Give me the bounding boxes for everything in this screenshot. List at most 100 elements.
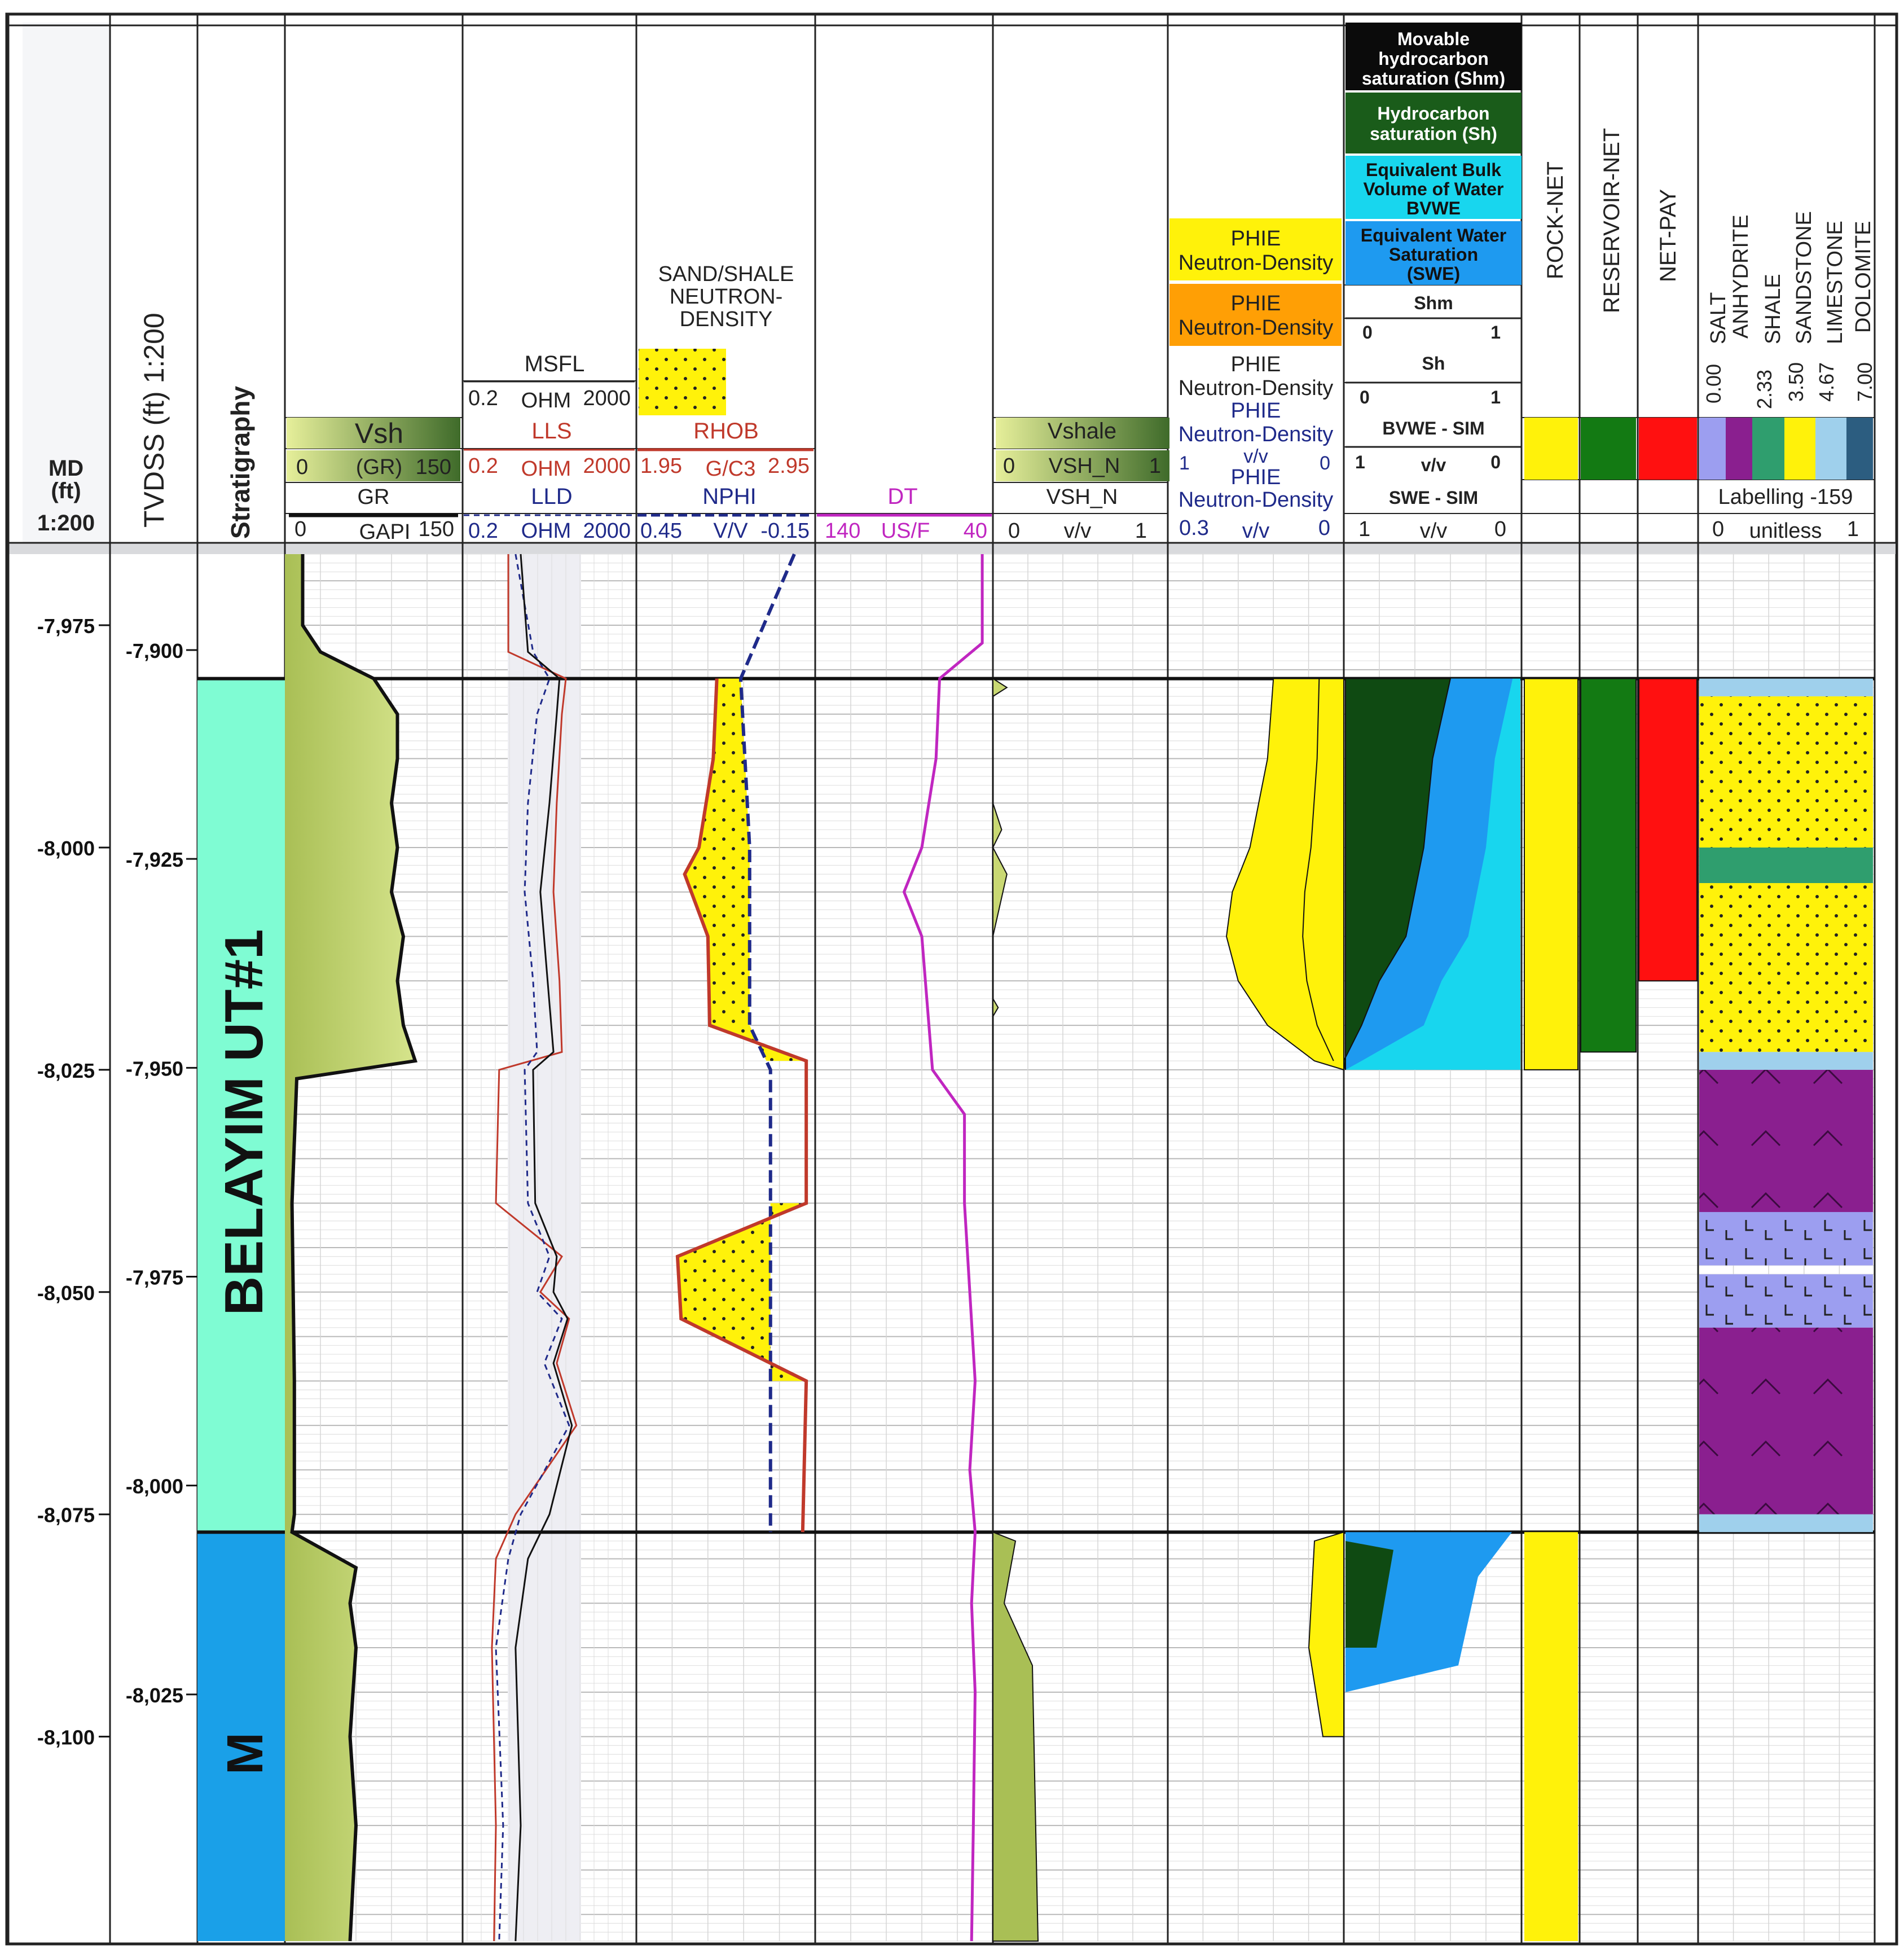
- log-data-layers: BELAYIM UT#1 M: [197, 553, 1875, 1942]
- zone-block: [197, 1532, 285, 1941]
- lld-scale-unit: OHM: [521, 519, 571, 543]
- swe-curve-name: SWE - SIM: [1389, 488, 1478, 508]
- md-tick-label: -8,100: [37, 1726, 95, 1749]
- vsh-n-curve: [992, 677, 1008, 1061]
- stratigraphy-header: Stratigraphy: [226, 386, 255, 539]
- md-header-line2: (ft): [51, 479, 81, 503]
- lith-swatch-sandstone: [1784, 418, 1815, 480]
- nd-legend-line1: SAND/SHALE: [658, 262, 794, 286]
- lld-scale-max: 2000: [583, 519, 631, 543]
- msfl-scale-min: 0.2: [468, 387, 498, 410]
- phie-blue-line1: PHIE: [1231, 399, 1281, 423]
- gr-area-scale-bg: [287, 450, 460, 481]
- rhob-scale-min: 1.95: [640, 454, 682, 478]
- header-divider-band: [8, 543, 1896, 554]
- phie-scale-min: 0.3: [1179, 516, 1209, 540]
- swe-scale-min: 1: [1358, 517, 1370, 541]
- lith-name-salt: SALT: [1707, 292, 1730, 344]
- dt-name: DT: [887, 484, 917, 509]
- lith-interval: [1699, 847, 1873, 883]
- rhob-name: RHOB: [693, 419, 759, 444]
- lith-code-0: 0.00: [1702, 364, 1725, 403]
- tvdss-tick-label: -7,900: [126, 639, 183, 662]
- zone-label: BELAYIM UT#1: [214, 929, 274, 1316]
- dt-scale-min: 140: [825, 519, 860, 543]
- dt-scale-unit: US/F: [881, 519, 930, 543]
- lith-code-2: 3.50: [1784, 362, 1808, 402]
- lith-swatch-dolomite: [1846, 418, 1873, 480]
- gr-scale-max: 150: [419, 517, 454, 541]
- bvwe-scale-max: 0: [1490, 452, 1501, 472]
- outer-border: [5, 12, 1898, 1946]
- shm-line1: Movable: [1397, 29, 1470, 49]
- phie-yellow-legend: [1169, 218, 1342, 280]
- lith-name-sandstone: SANDSTONE: [1792, 211, 1816, 344]
- gr-area-scale-unit: (GR): [356, 455, 402, 479]
- lith-name-dolomite: DOLOMITE: [1852, 221, 1875, 333]
- phie-blue-line2: Neutron-Density: [1179, 423, 1334, 446]
- sh-curve-name: Sh: [1422, 353, 1445, 374]
- reservoir-net-flag: [1580, 678, 1637, 1053]
- gr-area-scale-max: 150: [416, 455, 451, 479]
- gr-scale-unit: GAPI: [359, 520, 411, 544]
- nd-legend-line3: DENSITY: [680, 308, 773, 331]
- tvdss-header: TVDSS (ft) 1:200: [138, 313, 170, 528]
- vshale-scale-min: 0: [1008, 519, 1020, 543]
- shm-line2: hydrocarbon: [1378, 49, 1489, 69]
- phie-black-line1: PHIE: [1231, 353, 1281, 376]
- lith-swatch-shale: [1752, 418, 1784, 480]
- shm-line3: saturation (Shm): [1362, 68, 1505, 89]
- lls-curve: [491, 554, 578, 1942]
- shm-lower: [1345, 1540, 1393, 1648]
- gr-scale-min: 0: [294, 517, 306, 541]
- reservoir-net-swatch: [1581, 418, 1636, 480]
- swe-line3: (SWE): [1407, 264, 1460, 284]
- lith-name-shale: SHALE: [1761, 274, 1785, 344]
- dt-curve: [902, 554, 984, 1942]
- phie-scale-max: 0: [1318, 516, 1330, 540]
- rock-net-header: ROCK-NET: [1543, 161, 1568, 279]
- shm-curve-name: Shm: [1414, 293, 1453, 313]
- bvwe-scale-unit: v/v: [1421, 455, 1446, 475]
- lith-code-4: 7.00: [1853, 362, 1876, 402]
- tvdss-tick-label: -7,950: [126, 1057, 183, 1080]
- vshale-area-min: 0: [1003, 454, 1015, 478]
- sand-fill-swatch: [639, 349, 726, 415]
- msfl-name: MSFL: [525, 352, 585, 376]
- sh-scale-max: 1: [1490, 387, 1501, 407]
- tvdss-tick-label: -7,975: [126, 1266, 183, 1289]
- swe-line1: Equivalent Water: [1361, 225, 1506, 245]
- md-header-line3: 1:200: [37, 511, 95, 535]
- phie-last-line1: PHIE: [1231, 466, 1281, 489]
- sh-scale-min: 0: [1360, 387, 1370, 407]
- phie-yellow-line1: PHIE: [1231, 227, 1281, 251]
- vsh-area-fill: [285, 554, 415, 1941]
- lld-scale-min: 0.2: [468, 519, 498, 543]
- vshale-area-max: 1: [1149, 454, 1161, 478]
- zone-label: M: [217, 1732, 274, 1775]
- lith-swatch-salt: [1699, 418, 1726, 480]
- lith-limestone-thin: [1699, 1052, 1873, 1070]
- rock-net-flag: [1524, 678, 1578, 1070]
- phie-fill: [1225, 678, 1344, 1071]
- dt-scale-max: 40: [964, 519, 987, 543]
- sand-fill-lower: [677, 1203, 807, 1381]
- phie-lower: [1308, 1531, 1344, 1737]
- lith-code-3: 4.67: [1815, 362, 1838, 402]
- lls-name: LLS: [531, 419, 571, 444]
- depth-axes: -7,975 -8,000 -8,025 -8,050 -8,075 -8,100 -7,9…: [37, 614, 197, 1749]
- gr-curve: [290, 554, 417, 1942]
- sh-line1: Hydrocarbon: [1377, 103, 1489, 124]
- lls-scale-unit: OHM: [521, 457, 571, 481]
- msfl-scale-max: 2000: [583, 387, 631, 410]
- bvwe-line2: Volume of Water: [1364, 179, 1504, 199]
- lith-scale-min: 0: [1712, 517, 1724, 541]
- md-tick-label: -8,075: [37, 1504, 95, 1527]
- lith-interval: [1699, 1211, 1873, 1266]
- vshale-scale-max: 1: [1135, 519, 1147, 543]
- nphi-curve: [738, 553, 796, 1533]
- phie-orange-line1: PHIE: [1231, 292, 1281, 315]
- phie-last-line2: Neutron-Density: [1179, 488, 1334, 512]
- nphi-scale-min: 0.45: [640, 519, 682, 543]
